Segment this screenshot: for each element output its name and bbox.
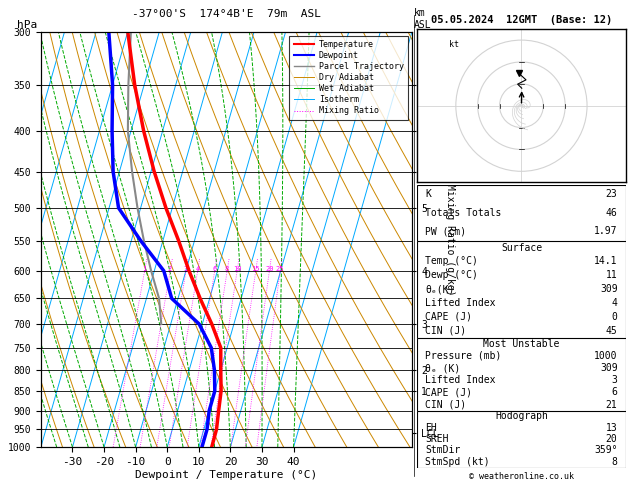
- Text: 13: 13: [606, 423, 618, 433]
- Text: EH: EH: [425, 423, 437, 433]
- Text: 20: 20: [265, 265, 274, 272]
- Text: 10: 10: [233, 265, 242, 272]
- Text: 0: 0: [611, 312, 618, 322]
- Text: 309: 309: [600, 284, 618, 294]
- Text: 1: 1: [142, 265, 147, 272]
- Text: 46: 46: [606, 208, 618, 218]
- Text: 1000: 1000: [594, 351, 618, 361]
- Text: 14.1: 14.1: [594, 257, 618, 266]
- Text: 3: 3: [611, 375, 618, 385]
- Text: 1.97: 1.97: [594, 226, 618, 236]
- Text: 309: 309: [600, 363, 618, 373]
- Text: 11: 11: [606, 270, 618, 280]
- Text: StmDir: StmDir: [425, 446, 460, 455]
- Text: K: K: [425, 189, 431, 199]
- Text: CAPE (J): CAPE (J): [425, 387, 472, 398]
- Text: 23: 23: [606, 189, 618, 199]
- Text: 2: 2: [168, 265, 172, 272]
- Text: PW (cm): PW (cm): [425, 226, 467, 236]
- Text: 359°: 359°: [594, 446, 618, 455]
- Text: Lifted Index: Lifted Index: [425, 298, 496, 308]
- Text: 21: 21: [606, 399, 618, 410]
- Text: km
ASL: km ASL: [414, 8, 431, 30]
- Text: 8: 8: [611, 457, 618, 467]
- Text: 05.05.2024  12GMT  (Base: 12): 05.05.2024 12GMT (Base: 12): [431, 15, 612, 25]
- Text: Dewp (°C): Dewp (°C): [425, 270, 478, 280]
- Text: CIN (J): CIN (J): [425, 399, 467, 410]
- Legend: Temperature, Dewpoint, Parcel Trajectory, Dry Adiabat, Wet Adiabat, Isotherm, Mi: Temperature, Dewpoint, Parcel Trajectory…: [289, 36, 408, 120]
- Text: kt: kt: [449, 40, 459, 49]
- Text: Pressure (mb): Pressure (mb): [425, 351, 502, 361]
- Text: 6: 6: [611, 387, 618, 398]
- Text: -37°00'S  174°4B'E  79m  ASL: -37°00'S 174°4B'E 79m ASL: [132, 9, 321, 19]
- Text: 6: 6: [213, 265, 217, 272]
- Text: θₑ(K): θₑ(K): [425, 284, 455, 294]
- Text: 25: 25: [276, 265, 284, 272]
- Text: © weatheronline.co.uk: © weatheronline.co.uk: [469, 472, 574, 481]
- Text: 4: 4: [196, 265, 199, 272]
- Text: Temp (°C): Temp (°C): [425, 257, 478, 266]
- Text: hPa: hPa: [17, 19, 37, 30]
- Text: 20: 20: [606, 434, 618, 444]
- Text: θₑ (K): θₑ (K): [425, 363, 460, 373]
- Text: Surface: Surface: [501, 243, 542, 253]
- Text: Most Unstable: Most Unstable: [483, 339, 560, 349]
- Text: 4: 4: [611, 298, 618, 308]
- Text: Totals Totals: Totals Totals: [425, 208, 502, 218]
- X-axis label: Dewpoint / Temperature (°C): Dewpoint / Temperature (°C): [135, 469, 318, 480]
- Text: Hodograph: Hodograph: [495, 411, 548, 421]
- Y-axis label: Mixing Ratio (g/kg): Mixing Ratio (g/kg): [445, 184, 455, 295]
- Text: 45: 45: [606, 326, 618, 336]
- Text: SREH: SREH: [425, 434, 449, 444]
- Text: 15: 15: [252, 265, 260, 272]
- Text: 3: 3: [184, 265, 188, 272]
- Text: CIN (J): CIN (J): [425, 326, 467, 336]
- Text: Lifted Index: Lifted Index: [425, 375, 496, 385]
- Text: CAPE (J): CAPE (J): [425, 312, 472, 322]
- Text: 8: 8: [225, 265, 229, 272]
- Text: StmSpd (kt): StmSpd (kt): [425, 457, 490, 467]
